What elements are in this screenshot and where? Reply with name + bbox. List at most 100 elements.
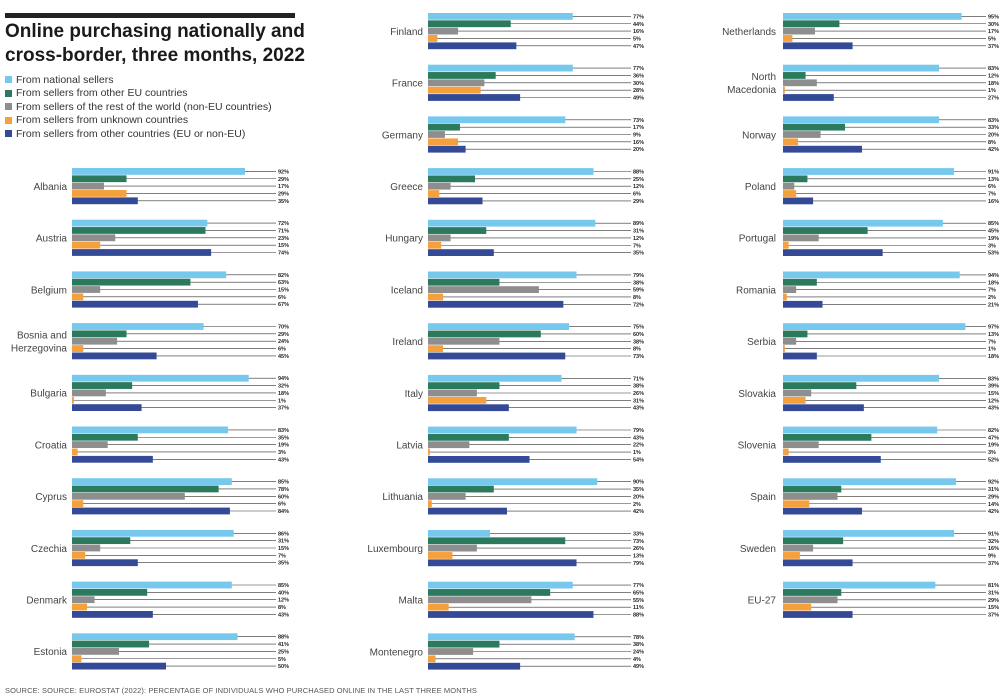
value-label-cyprus-non_eu: 60% <box>278 494 289 500</box>
bar-bosnia-and-herzegovina-other_any <box>72 352 157 360</box>
value-label-belgium-non_eu: 15% <box>278 288 289 294</box>
value-label-denmark-non_eu: 12% <box>278 598 289 604</box>
bar-luxembourg-unknown <box>428 552 453 559</box>
bar-spain-non_eu <box>783 493 838 500</box>
bar-finland-other_eu <box>428 20 511 28</box>
bar-bulgaria-unknown <box>72 396 74 404</box>
bar-austria-unknown <box>72 241 101 249</box>
bar-cyprus-national <box>72 478 232 485</box>
value-label-czechia-other_eu: 31% <box>278 539 289 545</box>
country-label-slovenia: Slovenia <box>738 440 777 451</box>
value-label-luxembourg-unknown: 13% <box>633 553 644 559</box>
bar-bulgaria-national <box>72 374 249 382</box>
country-label-ireland: Ireland <box>392 337 423 348</box>
source-note: SOURCE: SOURCE: EUROSTAT (2022): PERCENT… <box>5 686 478 695</box>
bar-slovenia-non_eu <box>783 441 819 449</box>
value-label-montenegro-non_eu: 24% <box>633 650 644 656</box>
value-label-bulgaria-national: 94% <box>278 376 289 382</box>
bar-latvia-other_any <box>428 456 530 463</box>
bar-cyprus-other_eu <box>72 485 219 493</box>
bar-croatia-non_eu <box>72 441 108 448</box>
bar-hungary-non_eu <box>428 234 451 242</box>
value-label-spain-national: 92% <box>988 480 999 486</box>
bar-lithuania-national <box>428 478 598 486</box>
bar-latvia-other_eu <box>428 433 509 441</box>
value-label-poland-other_eu: 13% <box>988 177 999 183</box>
bar-slovenia-unknown <box>783 448 789 456</box>
value-label-north-macedonia-unknown: 1% <box>988 88 996 94</box>
value-label-austria-other_eu: 71% <box>278 228 289 234</box>
value-label-romania-other_any: 21% <box>988 302 999 308</box>
bar-portugal-non_eu <box>783 234 819 242</box>
value-label-montenegro-unknown: 4% <box>633 657 641 663</box>
value-label-slovakia-other_any: 43% <box>988 406 999 412</box>
value-label-czechia-other_any: 35% <box>278 561 289 567</box>
legend-item-other-any: From sellers from other countries (EU or… <box>5 127 305 141</box>
country-label-poland: Poland <box>745 182 776 193</box>
value-label-belgium-other_eu: 63% <box>278 280 289 286</box>
value-label-bosnia-and-herzegovina-national: 70% <box>278 325 289 331</box>
country-label-eu-27: EU-27 <box>748 596 777 607</box>
bar-slovenia-other_eu <box>783 433 872 441</box>
bar-portugal-other_any <box>783 249 883 256</box>
country-label-romania: Romania <box>736 285 776 296</box>
value-label-bulgaria-unknown: 1% <box>278 398 286 404</box>
value-label-romania-national: 94% <box>988 273 999 279</box>
country-label-norway: Norway <box>742 130 776 141</box>
bar-romania-non_eu <box>783 286 797 293</box>
bar-netherlands-other_any <box>783 42 853 50</box>
value-label-albania-other_eu: 29% <box>278 177 289 183</box>
bar-malta-national <box>428 581 573 589</box>
bar-italy-non_eu <box>428 389 477 397</box>
bar-ireland-non_eu <box>428 337 500 345</box>
bar-spain-unknown <box>783 500 810 508</box>
bar-norway-other_any <box>783 145 862 153</box>
country-label-italy: Italy <box>405 389 423 400</box>
bar-estonia-other_any <box>72 662 166 670</box>
value-label-hungary-national: 89% <box>633 221 644 227</box>
value-label-france-national: 77% <box>633 66 644 72</box>
bar-czechia-national <box>72 529 234 537</box>
value-label-eu-27-non_eu: 29% <box>988 598 999 604</box>
bar-greece-other_eu <box>428 175 475 183</box>
bar-slovakia-non_eu <box>783 389 812 397</box>
value-label-eu-27-other_eu: 31% <box>988 590 999 596</box>
value-label-norway-other_any: 42% <box>988 147 999 153</box>
bar-albania-national <box>72 168 245 175</box>
bar-netherlands-other_eu <box>783 20 840 28</box>
chart-title: Online purchasing nationally and cross-b… <box>5 21 305 66</box>
country-label-bosnia-and-herzegovina: Bosnia and Herzegovina <box>11 330 68 354</box>
value-label-croatia-other_any: 43% <box>278 457 289 463</box>
bar-france-unknown <box>428 86 481 94</box>
bar-sweden-other_eu <box>783 537 844 545</box>
value-label-slovakia-unknown: 12% <box>988 398 999 404</box>
value-label-slovenia-other_any: 52% <box>988 457 999 463</box>
value-label-poland-non_eu: 6% <box>988 184 996 190</box>
bar-belgium-other_eu <box>72 278 191 286</box>
bar-romania-other_eu <box>783 278 817 286</box>
value-label-germany-non_eu: 9% <box>633 133 641 139</box>
country-label-denmark: Denmark <box>26 595 68 606</box>
value-label-bosnia-and-herzegovina-non_eu: 24% <box>278 339 289 345</box>
bar-north-macedonia-other_eu <box>783 72 806 79</box>
bar-finland-national <box>428 13 573 20</box>
value-label-austria-unknown: 15% <box>278 243 289 249</box>
value-label-norway-unknown: 8% <box>988 140 996 146</box>
value-label-eu-27-national: 81% <box>988 583 999 589</box>
value-label-malta-national: 77% <box>633 583 644 589</box>
value-label-france-non_eu: 30% <box>633 81 644 87</box>
value-label-iceland-non_eu: 59% <box>633 288 644 294</box>
value-label-ireland-non_eu: 38% <box>633 339 644 345</box>
value-label-denmark-other_any: 43% <box>278 612 289 618</box>
bar-bulgaria-other_any <box>72 404 142 411</box>
bar-spain-other_any <box>783 507 862 515</box>
country-label-sweden: Sweden <box>740 544 776 555</box>
bar-poland-other_eu <box>783 175 808 183</box>
value-label-poland-national: 91% <box>988 170 999 176</box>
bar-montenegro-national <box>428 633 575 641</box>
value-label-belgium-national: 82% <box>278 273 289 279</box>
country-label-germany: Germany <box>382 130 423 141</box>
bar-albania-unknown <box>72 190 127 197</box>
value-label-denmark-other_eu: 40% <box>278 590 289 596</box>
